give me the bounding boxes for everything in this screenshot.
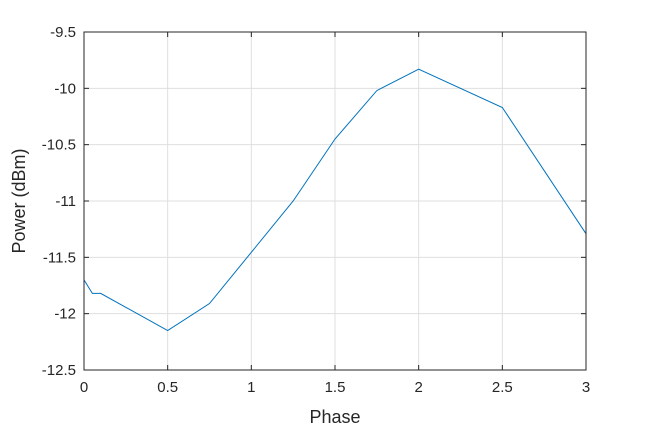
x-tick-label: 1.5 (325, 379, 346, 396)
y-tick-label: -10.5 (42, 137, 76, 154)
y-tick-label: -9.5 (50, 24, 76, 41)
x-tick-label: 0 (80, 379, 88, 396)
x-axis-label: Phase (309, 407, 360, 427)
series-line-0 (83, 68, 587, 332)
series-layer (83, 68, 587, 332)
y-tick-label: -12 (54, 306, 76, 323)
y-tick-label: -11 (55, 193, 76, 210)
x-tick-label: 1 (247, 379, 255, 396)
x-tick-label: 2.5 (492, 379, 513, 396)
x-tick-label: 0.5 (157, 379, 178, 396)
y-tick-label: -12.5 (42, 362, 76, 379)
y-tick-label: -11.5 (43, 249, 76, 266)
y-axis-label: Power (dBm) (9, 148, 29, 253)
x-tick-label: 2 (414, 379, 422, 396)
tick-marks (83, 31, 587, 371)
x-tick-label: 3 (582, 379, 590, 396)
y-tick-labels: -12.5 -12 -11.5 -11 -10.5 -10 -9.5 (42, 24, 76, 379)
y-tick-label: -10 (54, 80, 76, 97)
x-tick-labels: 0 0.5 1 1.5 2 2.5 3 (80, 379, 590, 396)
